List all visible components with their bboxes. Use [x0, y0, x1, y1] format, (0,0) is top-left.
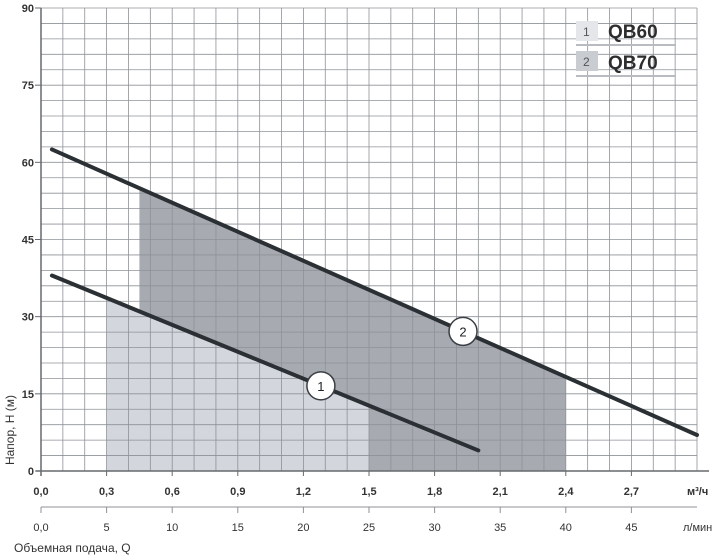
x-secondary-tick-label: 40	[560, 522, 572, 534]
x-tick-label: 2,1	[493, 486, 508, 498]
legend-number-2: 2	[583, 55, 590, 69]
y-tick-label: 0	[28, 466, 34, 478]
legend-label-qb70: QB70	[608, 53, 658, 74]
chart-legend: 1 QB60 2 QB70	[576, 21, 676, 77]
x-secondary-tick-label: 5	[104, 522, 110, 534]
x-tick-label: 0,3	[99, 486, 114, 498]
curve-qb70	[49, 147, 699, 437]
x-tick-label: 2,7	[624, 486, 639, 498]
x-tick-label: 2,4	[558, 486, 574, 498]
x-tick-label: 1,8	[427, 486, 442, 498]
y-tick-label: 90	[22, 3, 34, 15]
operating-range-fills	[106, 188, 566, 471]
x-secondary-unit-label: л/мин	[683, 522, 712, 534]
x-tick-label: 1,2	[296, 486, 311, 498]
y-tick-label: 60	[22, 157, 34, 169]
x-secondary-tick-label: 15	[232, 522, 244, 534]
x-secondary-tick-label: 45	[625, 522, 637, 534]
curve-qb60	[49, 273, 481, 453]
legend-entry-qb60: 1 QB60	[576, 21, 676, 46]
y-axis-label: Напор, H (м)	[3, 395, 17, 465]
x-tick-label: 0,0	[33, 486, 48, 498]
performance-curves: 12	[49, 147, 699, 453]
y-tick-label: 30	[22, 312, 34, 324]
y-tick-label: 15	[22, 389, 34, 401]
x-axis-label: Объемная подача, Q	[14, 541, 131, 555]
x-tick-label: 0,9	[230, 486, 245, 498]
x-tick-label: 1,5	[361, 486, 376, 498]
curve-marker-label-2: 2	[459, 324, 466, 339]
curve-marker-label-1: 1	[317, 379, 324, 394]
legend-label-qb60: QB60	[608, 22, 658, 43]
curve-marker-1	[306, 371, 336, 401]
chart-grid	[40, 7, 698, 472]
legend-number-1: 1	[583, 25, 590, 39]
x-secondary-tick-label: 0,0	[33, 522, 48, 534]
x-secondary-tick-label: 35	[494, 522, 506, 534]
x-primary-unit-label: м³/ч	[687, 486, 708, 498]
y-tick-label: 75	[22, 80, 34, 92]
x-secondary-tick-label: 10	[166, 522, 178, 534]
x-secondary-tick-label: 30	[428, 522, 440, 534]
legend-entry-qb70: 2 QB70	[576, 51, 676, 77]
curve-marker-2	[448, 316, 478, 347]
x-tick-label: 0,6	[165, 486, 180, 498]
x-secondary-tick-label: 20	[297, 522, 309, 534]
y-tick-label: 45	[22, 235, 34, 247]
x-secondary-tick-label: 25	[363, 522, 375, 534]
